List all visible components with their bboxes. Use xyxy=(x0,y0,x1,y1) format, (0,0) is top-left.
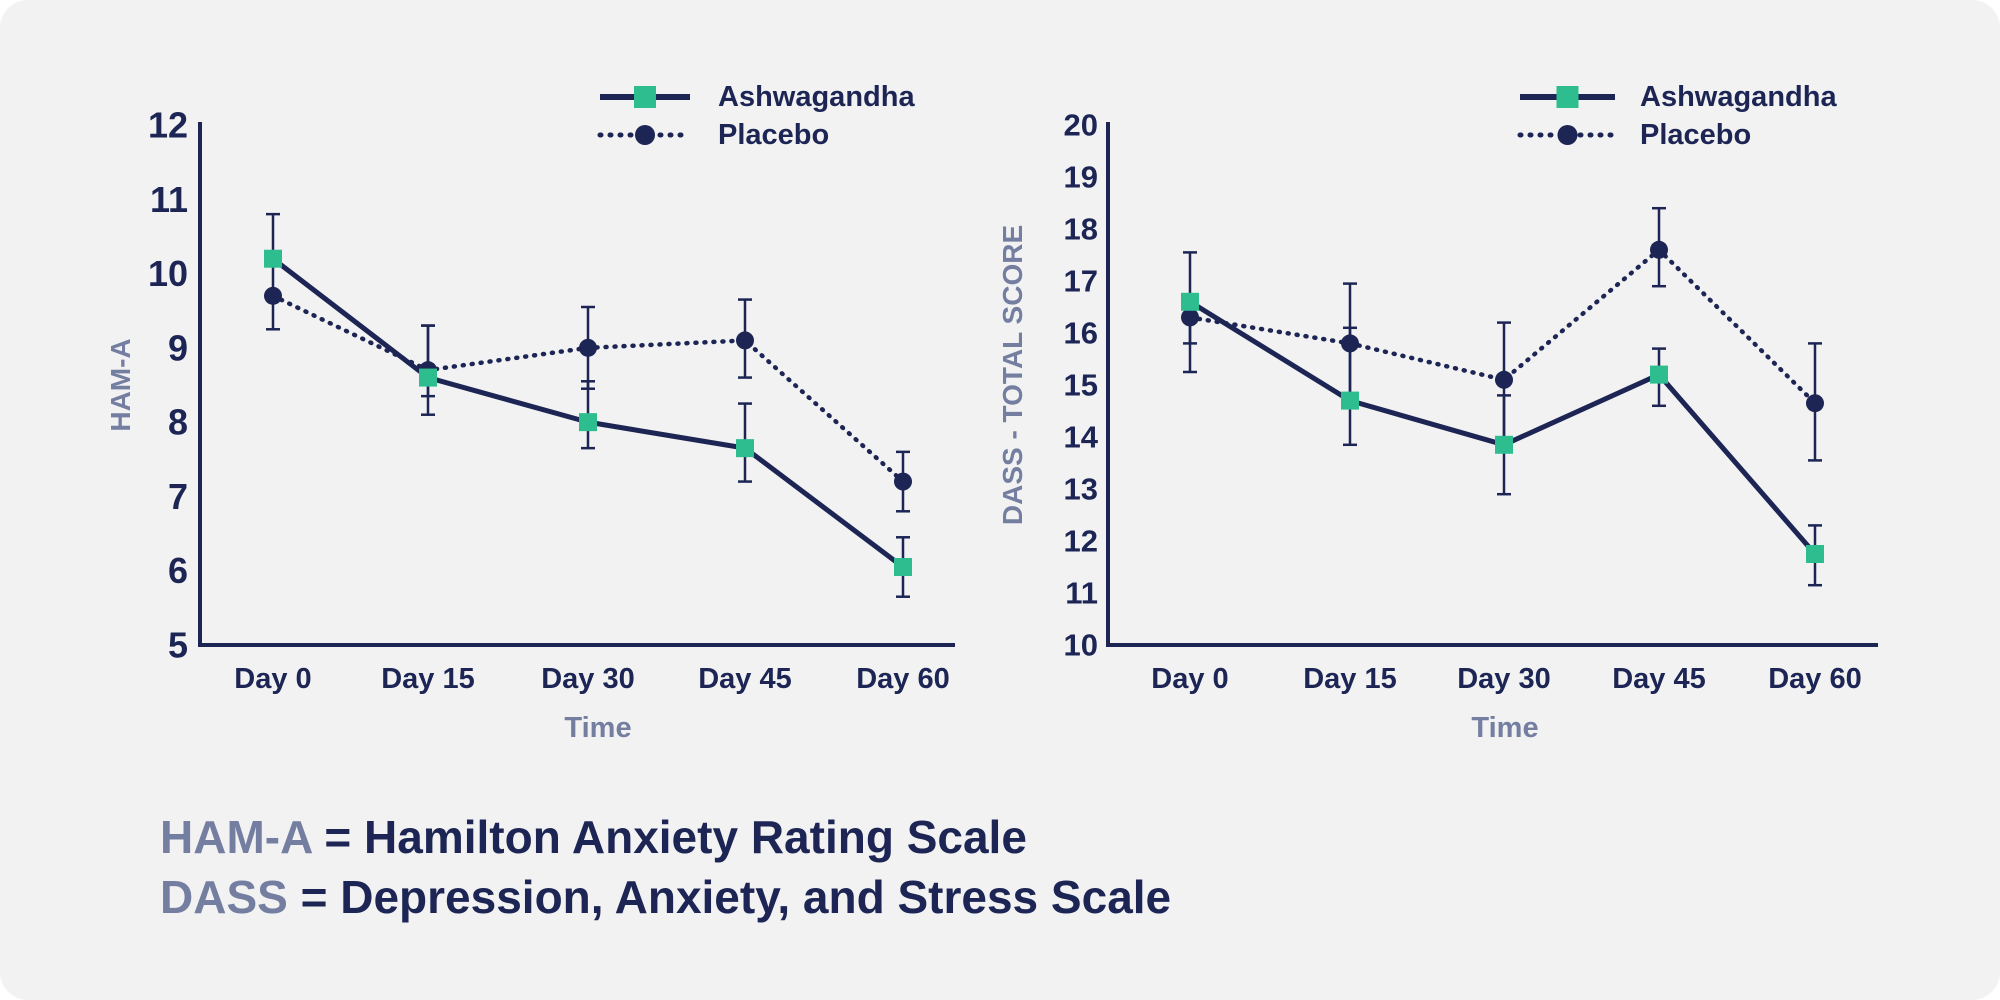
ashwagandha-point xyxy=(894,558,912,576)
y-tick-label: 11 xyxy=(1065,576,1098,611)
error-bar xyxy=(266,212,280,331)
y-tick-label: 7 xyxy=(168,476,188,517)
y-tick-label: 15 xyxy=(1064,368,1098,403)
legend: Ashwagandha Placebo xyxy=(597,81,915,151)
placebo-series-line xyxy=(1187,247,1818,406)
ashwagandha-point xyxy=(736,439,754,458)
footnote-dass: DASS = Depression, Anxiety, and Stress S… xyxy=(160,870,1171,924)
placebo-point xyxy=(1495,370,1513,389)
ashwagandha-point xyxy=(1181,292,1199,311)
legend-placebo-marker xyxy=(1557,125,1578,145)
x-tick-label: Day 30 xyxy=(1457,663,1551,695)
footnote-abbr: DASS xyxy=(160,871,288,923)
y-tick-label: 9 xyxy=(168,327,188,368)
placebo-point xyxy=(264,286,282,305)
placebo-point xyxy=(579,338,597,357)
y-tick-label: 19 xyxy=(1064,160,1098,195)
y-tick-label: 20 xyxy=(1064,108,1098,143)
placebo-point xyxy=(1650,240,1668,259)
placebo-point xyxy=(1341,334,1359,353)
y-tick-label: 12 xyxy=(1064,524,1098,559)
ashwagandha-point xyxy=(419,368,437,387)
ashwagandha-point xyxy=(579,413,597,432)
y-tick-label: 6 xyxy=(168,550,188,591)
legend-ashwagandha-marker xyxy=(634,86,656,108)
x-tick-label: Day 30 xyxy=(541,663,635,695)
y-tick-label: 10 xyxy=(1064,628,1098,663)
placebo-point xyxy=(1806,394,1824,413)
ashwagandha-point xyxy=(1806,545,1824,563)
placebo-point xyxy=(1181,308,1199,327)
legend-placebo-label: Placebo xyxy=(718,119,829,151)
footnote-ham-a: HAM-A = Hamilton Anxiety Rating Scale xyxy=(160,810,1027,864)
legend: Ashwagandha Placebo xyxy=(1517,81,1837,151)
legend-ashwagandha-label: Ashwagandha xyxy=(718,81,915,113)
ashwagandha-point xyxy=(1341,391,1359,410)
y-tick-label: 16 xyxy=(1064,316,1098,351)
x-tick-label: Day 0 xyxy=(1151,663,1228,695)
x-tick-label: Day 45 xyxy=(1612,663,1706,695)
footnote-text: = Depression, Anxiety, and Stress Scale xyxy=(300,871,1172,923)
y-axis-title: HAM-A xyxy=(105,338,136,431)
y-tick-label: 14 xyxy=(1064,420,1099,455)
y-tick-label: 12 xyxy=(148,105,188,146)
x-tick-label: Day 15 xyxy=(381,663,475,695)
y-tick-label: 13 xyxy=(1064,472,1098,507)
legend-ashwagandha-marker xyxy=(1556,86,1579,108)
ashwagandha-point xyxy=(264,249,282,268)
ham-a-chart: 5 6 7 8 9 10 11 12 Day 0 Day 15 Day 30 Day 45 Day 60… xyxy=(105,81,955,744)
x-tick-label: Day 0 xyxy=(234,663,311,695)
legend-ashwagandha-label: Ashwagandha xyxy=(1640,81,1837,113)
x-tick-label: Day 60 xyxy=(1768,663,1862,695)
dass-chart: 10 11 12 13 14 15 16 17 18 19 20 Day 0 Day 15 Day 30 D… xyxy=(1000,81,1878,744)
legend-placebo-marker xyxy=(635,125,655,145)
x-tick-label: Day 60 xyxy=(856,663,950,695)
ashwagandha-point xyxy=(1650,365,1668,384)
y-tick-label: 11 xyxy=(150,179,188,220)
footnote-abbr: HAM-A xyxy=(160,811,312,863)
y-tick-label: 17 xyxy=(1064,264,1098,299)
footnote-text: = Hamilton Anxiety Rating Scale xyxy=(324,811,1027,863)
placebo-point xyxy=(894,472,912,491)
y-axis-title: DASS - TOTAL SCORE xyxy=(1000,225,1028,525)
y-tick-label: 18 xyxy=(1064,212,1098,247)
x-axis-title: Time xyxy=(1471,712,1538,744)
x-axis-title: Time xyxy=(564,712,631,744)
y-tick-label: 10 xyxy=(148,253,188,294)
placebo-point xyxy=(736,331,754,350)
x-tick-label: Day 45 xyxy=(698,663,792,695)
legend-placebo-label: Placebo xyxy=(1640,119,1751,151)
ashwagandha-series-line xyxy=(1187,299,1818,557)
y-tick-label: 5 xyxy=(168,625,188,666)
y-tick-label: 8 xyxy=(168,402,188,443)
ashwagandha-point xyxy=(1495,435,1513,454)
x-tick-label: Day 15 xyxy=(1303,663,1397,695)
